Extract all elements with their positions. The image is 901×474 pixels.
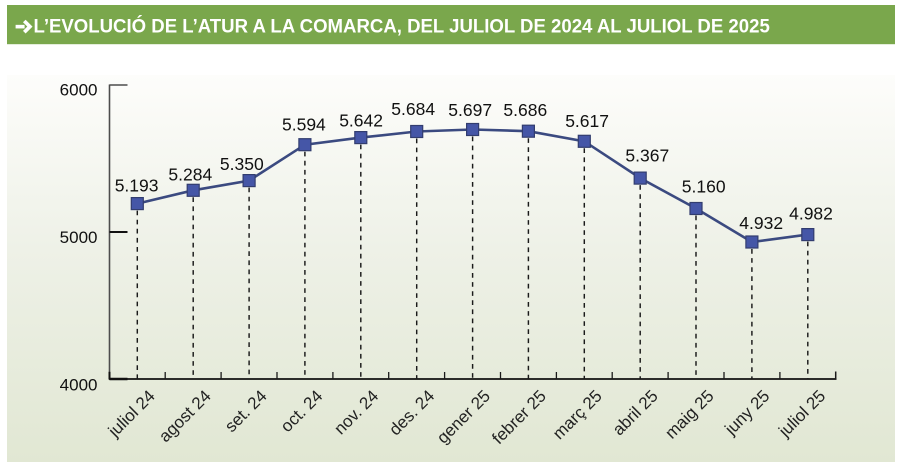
svg-text:5.617: 5.617: [565, 111, 609, 131]
svg-text:5.594: 5.594: [282, 114, 326, 134]
svg-text:5.193: 5.193: [115, 175, 159, 195]
svg-text:6000: 6000: [60, 80, 98, 99]
svg-text:L’EVOLUCIÓ DE L’ATUR A LA COMA: L’EVOLUCIÓ DE L’ATUR A LA COMARCA, DEL J…: [34, 15, 771, 38]
svg-text:5.684: 5.684: [391, 99, 435, 119]
svg-text:4.932: 4.932: [739, 213, 783, 233]
svg-text:5.350: 5.350: [220, 154, 264, 174]
svg-text:5.686: 5.686: [503, 100, 547, 120]
svg-text:5.642: 5.642: [339, 111, 383, 131]
svg-text:5.697: 5.697: [448, 100, 492, 120]
svg-text:5.367: 5.367: [625, 145, 669, 165]
svg-text:5000: 5000: [60, 228, 98, 247]
svg-text:5.284: 5.284: [168, 164, 212, 184]
svg-text:4.982: 4.982: [789, 204, 833, 224]
svg-text:5.160: 5.160: [682, 176, 726, 196]
svg-text:4000: 4000: [60, 376, 98, 395]
